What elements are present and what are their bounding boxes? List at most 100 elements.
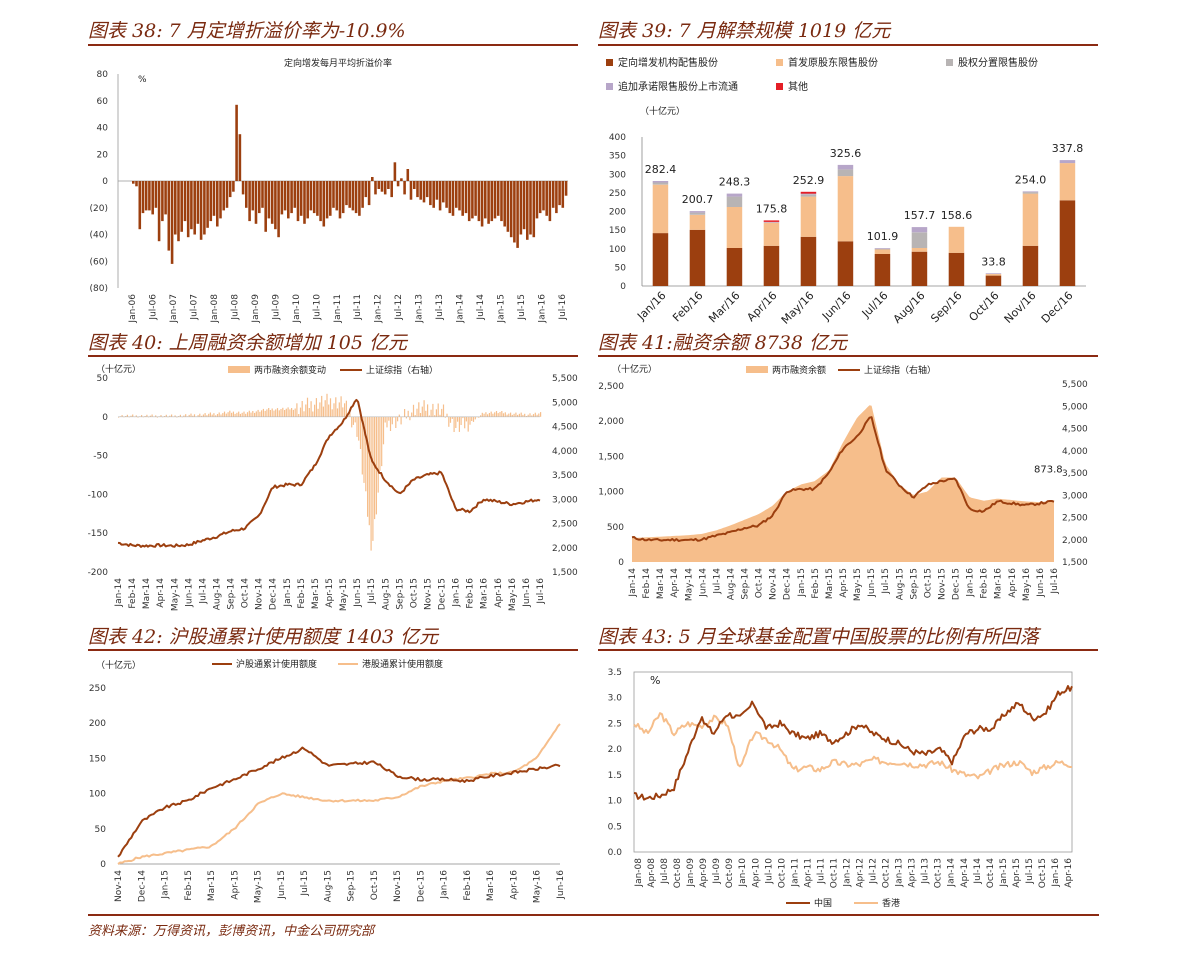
bar — [429, 181, 432, 206]
bar — [364, 181, 368, 198]
bar-segment — [763, 220, 780, 222]
x-tick-label: Oct-13 — [934, 858, 944, 888]
y-tick-label: (40) — [90, 231, 108, 241]
x-tick-label: Jan/16 — [634, 289, 668, 323]
bar-segment — [689, 229, 706, 286]
bar — [515, 412, 517, 417]
bar — [141, 415, 143, 417]
bar — [462, 416, 464, 419]
bar — [342, 407, 344, 417]
bar — [329, 181, 332, 216]
bar — [171, 414, 173, 417]
data-label: 101.9 — [867, 230, 899, 243]
x-tick-label: Jan-06 — [128, 294, 138, 324]
data-label: 200.7 — [682, 193, 714, 206]
x-tick-label: Jul-08 — [230, 294, 240, 321]
legend-label: 沪股通累计使用额度 — [236, 658, 317, 670]
bar — [372, 416, 374, 541]
x-tick-label: Jul-08 — [660, 858, 670, 885]
unit-label: （十亿元） — [96, 659, 141, 671]
x-tick-label: Feb-15 — [811, 568, 821, 599]
bar — [264, 181, 267, 232]
bar — [178, 416, 180, 417]
bar-segment — [652, 233, 669, 286]
bar — [340, 396, 342, 417]
bar — [460, 416, 462, 425]
bar — [403, 181, 406, 195]
bar — [203, 181, 206, 235]
x-tick-label: Apr-15 — [230, 870, 240, 900]
bar — [344, 403, 346, 417]
x-tick-label: Nov-14 — [114, 870, 124, 902]
bar — [328, 404, 330, 417]
bar — [160, 415, 162, 417]
bar — [446, 413, 448, 417]
x-tick-label: Jun-15 — [277, 870, 287, 900]
x-tick-label: Jul-15 — [1025, 858, 1035, 885]
bar — [455, 181, 458, 208]
x-tick-label: Apr-16 — [1008, 568, 1018, 598]
bar — [467, 416, 469, 432]
x-tick-label: Oct-14 — [241, 578, 251, 609]
y-tick-label: 20 — [97, 150, 109, 160]
x-tick-label: Aug-15 — [895, 568, 905, 600]
bar — [215, 415, 217, 417]
bar — [449, 416, 452, 423]
y-tick-label: 1.5 — [608, 771, 622, 781]
bar — [303, 411, 305, 417]
x-tick-label: Apr-14 — [156, 578, 166, 608]
bar — [325, 181, 329, 219]
bar — [248, 181, 251, 222]
bar — [322, 406, 324, 417]
bar — [510, 412, 512, 417]
y-tick-label-right: 4,000 — [552, 447, 578, 457]
bar — [118, 416, 120, 418]
bar — [448, 181, 452, 214]
bar — [274, 181, 277, 230]
x-tick-label: Nov-15 — [393, 870, 403, 902]
bar — [163, 416, 166, 417]
y-tick-label: 50 — [615, 263, 627, 273]
bar — [296, 181, 300, 222]
bar — [445, 181, 448, 208]
y-tick-label-right: 2,500 — [1062, 514, 1088, 524]
x-tick-label: Jul-11 — [816, 858, 826, 885]
bar-segment — [911, 227, 928, 233]
y-tick-label-right: 5,500 — [552, 374, 578, 384]
bar — [336, 408, 339, 417]
bar — [183, 415, 185, 417]
bar — [370, 416, 372, 551]
x-tick-label: Apr-09 — [699, 858, 709, 888]
x-tick-label: Jul-10 — [764, 858, 774, 885]
bar — [246, 412, 249, 417]
bar — [434, 415, 436, 417]
bar — [354, 416, 356, 423]
bar — [497, 413, 499, 417]
bar — [477, 181, 481, 222]
x-tick-label: Apr-14 — [670, 568, 680, 598]
legend-label: 两市融资余额变动 — [254, 364, 326, 376]
x-tick-label: Nov-14 — [255, 578, 265, 610]
bar — [190, 181, 193, 230]
x-tick-label: Jan-16 — [538, 294, 548, 324]
x-tick-label: Jan-15 — [283, 578, 293, 608]
x-tick-label: Sep-15 — [395, 578, 405, 610]
area-fill — [632, 405, 1054, 562]
bar — [400, 416, 402, 425]
x-tick-label: Oct-11 — [829, 858, 839, 888]
x-tick-label: Jan-08 — [634, 858, 644, 888]
bar — [235, 104, 238, 181]
y-tick-label-right: 4,000 — [1062, 447, 1088, 457]
bar — [464, 416, 466, 429]
bar — [299, 407, 302, 417]
bar — [453, 416, 455, 432]
bar-segment — [800, 194, 817, 197]
x-tick-label: Mar-16 — [486, 870, 496, 901]
bar — [196, 181, 200, 224]
x-tick-label: Jan-15 — [797, 568, 807, 598]
bar — [435, 409, 437, 417]
x-tick-label: Nov-15 — [423, 578, 433, 610]
bar — [490, 411, 492, 417]
legend-label: 上证综指（右轴） — [366, 364, 438, 376]
y-unit-label: % — [650, 674, 660, 687]
